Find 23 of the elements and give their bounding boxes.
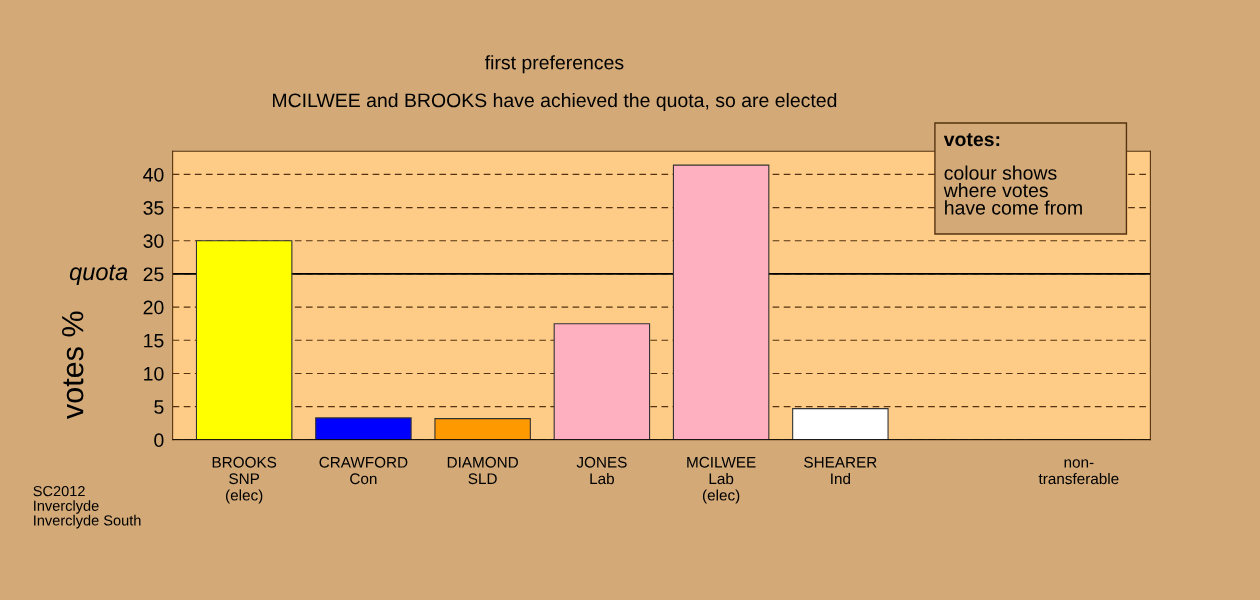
y-axis-title: votes % xyxy=(61,311,84,419)
x-tick-label: CRAWFORD Con xyxy=(319,456,408,485)
text: SC2012 Inverclyde Inverclyde South xyxy=(33,485,141,529)
y-tick-label: 30 xyxy=(143,234,164,248)
y-tick-label: 5 xyxy=(154,400,164,414)
y-tick-label: 20 xyxy=(143,300,164,315)
y-tick-label: 15 xyxy=(144,333,164,348)
x-tick-label: non- transferable xyxy=(1038,459,1119,485)
y-tick-label: 10 xyxy=(144,366,164,381)
text: votes: xyxy=(943,133,1000,147)
x-tick-label: JONES Lab xyxy=(576,456,627,485)
y-tick-label: 40 xyxy=(143,167,164,182)
annotation: colour shows where votes have come from xyxy=(943,165,1082,215)
chart-subtitle: MCILWEE and BROOKS have achieved the quota, so are elected xyxy=(273,92,837,112)
y-tick-label: 25 xyxy=(143,267,164,282)
chart-title: first preferences xyxy=(484,55,624,74)
x-tick-label: MCILWEE Lab (elec) xyxy=(687,456,756,504)
x-tick-label: DIAMOND SLD xyxy=(447,456,518,485)
y-tick-label: 0 xyxy=(154,433,164,448)
y-tick-label: 35 xyxy=(143,201,164,215)
x-tick-label: BROOKS SNP (elec) xyxy=(212,456,277,504)
ref-line-label: quota xyxy=(69,264,128,285)
x-tick-label: SHEARER Ind xyxy=(804,456,877,485)
